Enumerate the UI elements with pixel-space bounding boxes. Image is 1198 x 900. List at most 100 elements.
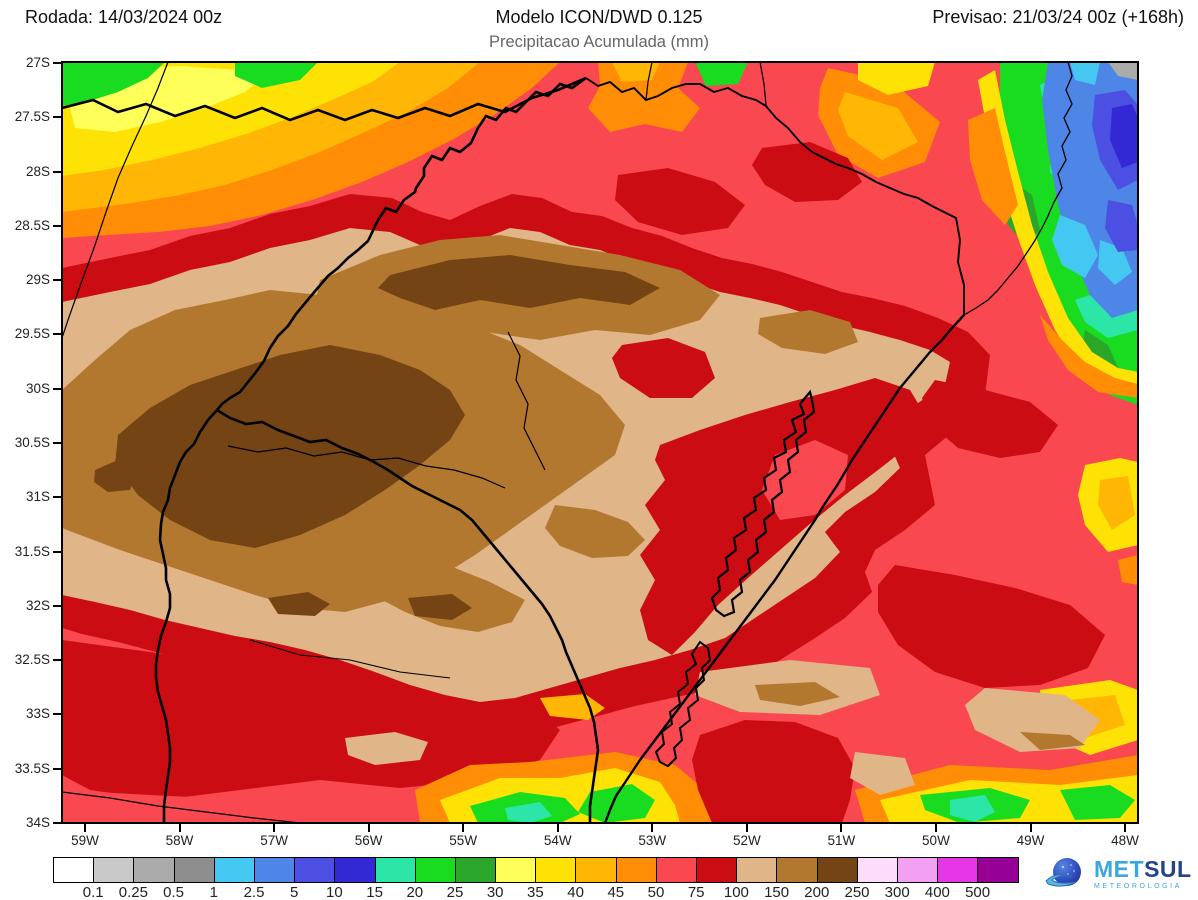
logo-text-sul: SUL (1144, 856, 1192, 882)
legend-color-cell (133, 857, 175, 883)
lon-tick-label: 54W (543, 833, 572, 848)
lon-tick-mark (840, 824, 843, 832)
thin-border-sc-2 (645, 62, 653, 101)
lat-tick-label: 28.5S (14, 217, 50, 233)
lat-tick-label: 32.5S (14, 652, 50, 668)
brazil-uruguay-border (216, 408, 600, 823)
lon-tick-mark (1029, 824, 1032, 832)
subtitle: Precipitacao Acumulada (mm) (488, 33, 710, 51)
lon-tick-label: 55W (449, 833, 478, 848)
lat-tick-mark (53, 442, 62, 444)
lat-tick-label: 33.5S (14, 760, 50, 776)
legend-color-cell (53, 857, 95, 883)
lon-tick-label: 52W (732, 833, 761, 848)
lon-tick-mark (1124, 824, 1127, 832)
legend-color-cell (937, 857, 979, 883)
lon-tick-label: 49W (1016, 833, 1045, 848)
lat-tick-label: 33S (25, 706, 50, 722)
legend-color-cell (213, 857, 255, 883)
lat-tick-label: 31.5S (14, 543, 50, 559)
legend-color-cell (655, 857, 697, 883)
lat-tick-label: 30.5S (14, 435, 50, 450)
metsul-logo: METSUL METEOROLOGIA (1042, 851, 1192, 897)
legend-threshold-label: 1 (209, 884, 218, 900)
legend-threshold-label: 5 (290, 884, 299, 900)
uruguay-river-border (216, 76, 587, 411)
legend-threshold-label: 0.5 (163, 884, 185, 900)
legend-color-cell (495, 857, 537, 883)
legend-color-cell (93, 857, 135, 883)
lagoa-mirim-outline (654, 640, 712, 768)
legend-color-cell (977, 857, 1019, 883)
legend-threshold-label: 400 (924, 884, 950, 900)
thin-municipal-line (249, 639, 451, 679)
legend-threshold-label: 30 (486, 884, 504, 900)
model-label: Modelo ICON/DWD 0.125 (495, 7, 703, 27)
thin-border-misiones (62, 62, 169, 339)
lat-tick-label: 28S (25, 163, 50, 179)
thin-border-sc-1 (759, 62, 767, 106)
lon-tick-mark (367, 824, 370, 832)
uruguay-river-south (154, 409, 218, 823)
legend-color-cell (454, 857, 497, 883)
legend-color-cell (374, 857, 416, 883)
map-frame (61, 61, 1139, 824)
legend-color-cell (535, 857, 577, 883)
legend-color-cell (334, 857, 376, 883)
lon-tick-mark (556, 824, 559, 832)
rs-sc-border (585, 77, 965, 315)
legend-color-cell (294, 857, 336, 883)
lat-tick-mark (53, 116, 62, 119)
lat-tick-mark (53, 713, 62, 716)
lat-tick-label: 27.5S (14, 109, 50, 125)
legend-color-cell (896, 857, 939, 883)
thin-border-uruguay-internal (62, 791, 301, 823)
lon-tick-mark (462, 824, 465, 832)
rs-coastline (603, 314, 965, 823)
forecast-label: Previsao: 21/03/24 00z (+168h) (932, 7, 1184, 27)
lat-tick-mark (53, 604, 62, 607)
lat-tick-label: 29S (25, 272, 50, 288)
lat-tick-mark (53, 387, 62, 390)
lon-tick-mark (651, 824, 654, 832)
legend-threshold-label: 250 (844, 884, 870, 900)
run-label: Rodada: 14/03/2024 00z (25, 7, 223, 27)
lon-tick-mark (273, 824, 276, 832)
lon-tick-label: 56W (354, 833, 383, 848)
lat-tick-mark (53, 170, 62, 173)
metsul-planet-icon (1045, 858, 1081, 887)
lat-tick-label: 29.5S (14, 326, 50, 342)
legend-color-cell (414, 857, 456, 883)
lat-tick-mark (53, 496, 62, 499)
logo-text-met: MET (1094, 856, 1145, 882)
legend-threshold-label: 45 (607, 884, 625, 900)
lat-tick-label: 32S (25, 597, 50, 613)
lon-tick-label: 57W (260, 833, 288, 848)
lat-tick-label: 30S (25, 380, 50, 396)
legend-threshold-label: 200 (804, 884, 830, 900)
legend-color-cell (575, 857, 617, 883)
legend-threshold-label: 2.5 (243, 884, 265, 900)
legend-color-cell (173, 857, 215, 883)
logo-text-meteorologia: METEOROLOGIA (1094, 883, 1182, 890)
lat-tick-mark (53, 224, 62, 227)
lon-tick-label: 48W (1111, 833, 1139, 848)
legend-color-cell (816, 857, 858, 883)
lat-tick-label: 27S (25, 55, 50, 70)
legend-threshold-label: 150 (764, 884, 790, 900)
legend-threshold-label: 50 (647, 884, 665, 900)
legend-color-cell (776, 857, 818, 883)
lat-tick-mark (53, 822, 62, 824)
legend-threshold-label: 35 (527, 884, 544, 900)
lon-tick-mark (745, 824, 748, 832)
lagoa-dos-patos-outline (710, 389, 816, 618)
lat-tick-mark (53, 279, 62, 282)
lon-tick-label: 58W (165, 833, 194, 848)
thin-river-jacui (507, 331, 546, 471)
map-fill-regions (62, 62, 1138, 823)
lat-tick-mark (53, 62, 62, 64)
lat-tick-mark (53, 550, 62, 553)
legend-threshold-label: 300 (884, 884, 910, 900)
lon-tick-label: 53W (638, 833, 667, 848)
